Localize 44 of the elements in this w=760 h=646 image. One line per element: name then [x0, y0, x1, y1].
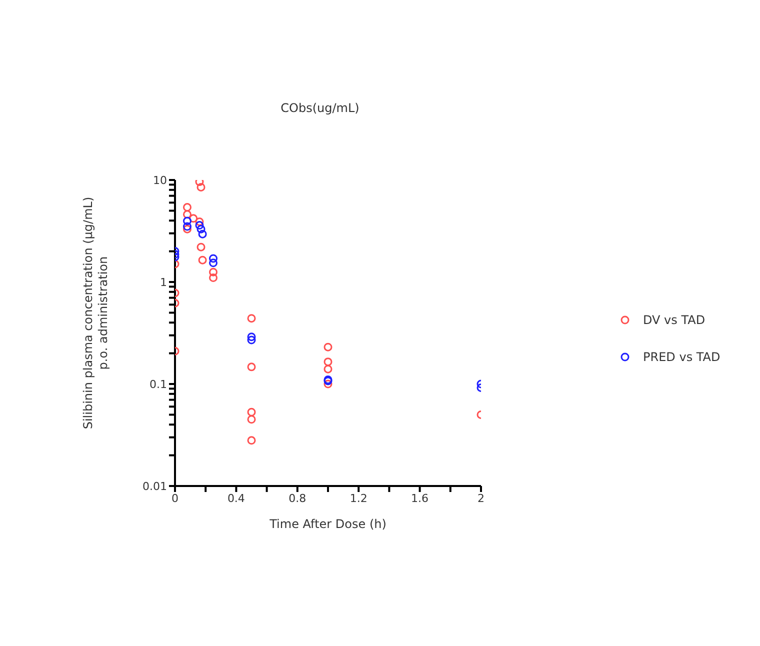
point [209, 258, 218, 268]
point [198, 256, 207, 264]
x-tick-label: 0.8 [288, 492, 306, 505]
point [247, 408, 256, 416]
y-axis-title: Silibinin plasma concentration (µg/mL) p.o. administration [81, 196, 110, 430]
point [182, 222, 192, 231]
point [209, 254, 218, 263]
point [247, 336, 256, 344]
point [247, 415, 256, 424]
x-tick-label: 0.4 [227, 492, 245, 505]
point [324, 358, 332, 366]
point [182, 216, 192, 226]
point [209, 268, 218, 276]
x-tick-label: 1.6 [411, 492, 429, 505]
x-tick-label: 1.2 [350, 492, 368, 505]
point [196, 224, 206, 234]
point [324, 342, 332, 352]
point [324, 364, 332, 374]
point [196, 182, 206, 192]
point [247, 332, 256, 342]
x-tick-label: 0 [172, 492, 178, 505]
point [182, 224, 192, 234]
point [198, 230, 207, 238]
point [247, 436, 256, 445]
point [209, 274, 218, 282]
point [247, 314, 256, 323]
point [195, 217, 204, 226]
point [324, 380, 332, 388]
legend-label: PRED vs TAD [643, 350, 720, 364]
point [189, 214, 198, 223]
y-tick-label: 1 [160, 276, 167, 289]
chart-title: CObs(ug/mL) [280, 101, 360, 115]
point [247, 362, 256, 372]
legend-label: DV vs TAD [643, 312, 706, 326]
point [182, 203, 192, 212]
y-tick-label: 10 [153, 174, 167, 187]
point [195, 221, 204, 230]
y-tick-label: 0.1 [150, 378, 167, 391]
point [182, 210, 192, 219]
x-tick-label: 2 [478, 492, 484, 505]
x-axis-title: Time After Dose (h) [268, 517, 386, 531]
y-tick-label: 0.01 [142, 480, 167, 493]
point [196, 242, 206, 252]
point [195, 180, 204, 186]
